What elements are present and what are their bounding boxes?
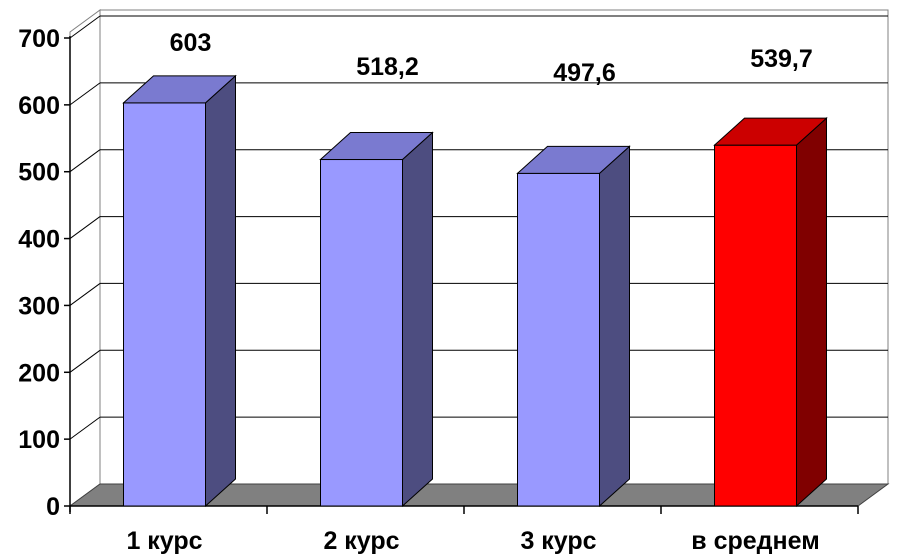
y-tick-label: 600: [18, 92, 60, 120]
gridline-side: [69, 82, 101, 106]
bar-top: [319, 132, 434, 161]
side-wall: [69, 9, 101, 507]
bar-top: [122, 75, 237, 104]
bar-front: [517, 172, 600, 507]
y-tick-label: 300: [18, 292, 60, 320]
gridline-side: [69, 216, 101, 239]
gridline-side: [69, 416, 101, 440]
y-tick-label: 700: [18, 25, 60, 53]
y-tick-label: 200: [18, 359, 60, 387]
bar-front: [320, 159, 403, 507]
bar: [516, 145, 631, 508]
bar: [319, 131, 434, 508]
y-tick-label: 0: [46, 493, 60, 521]
x-tick-label: 3 курс: [520, 527, 596, 555]
bar-top: [713, 117, 828, 146]
x-tick-label: в среднем: [691, 527, 819, 555]
bar-front: [123, 102, 206, 507]
data-label: 539,7: [750, 45, 813, 73]
bars: [122, 74, 828, 508]
gridline-side: [69, 283, 101, 306]
bar-side: [402, 131, 433, 508]
y-tick-label: 400: [18, 226, 60, 254]
data-label: 603: [170, 29, 212, 57]
bar-front: [714, 144, 797, 507]
bar-side: [796, 117, 827, 508]
x-tick-label: 2 курс: [323, 527, 399, 555]
y-tick-label: 100: [18, 426, 60, 454]
bar-side: [599, 145, 630, 508]
y-tick-label: 500: [18, 159, 60, 187]
gridline-side: [69, 149, 101, 173]
data-label: 518,2: [356, 53, 419, 81]
gridline-side: [69, 349, 101, 373]
gridline-side: [69, 15, 101, 39]
x-axis-ticks: 1 курс 2 курс 3 курс в среднем: [69, 506, 859, 555]
bar: [713, 117, 828, 508]
data-labels: 603 518,2 497,6 539,7: [170, 29, 813, 87]
bar: [122, 74, 237, 508]
x-tick-label: 1 курс: [126, 527, 202, 555]
y-axis-ticks: 0 100 200 300 400 500 600 700: [18, 25, 70, 521]
bar-top: [516, 145, 631, 174]
bar-side: [205, 74, 236, 508]
data-label: 497,6: [553, 59, 616, 87]
